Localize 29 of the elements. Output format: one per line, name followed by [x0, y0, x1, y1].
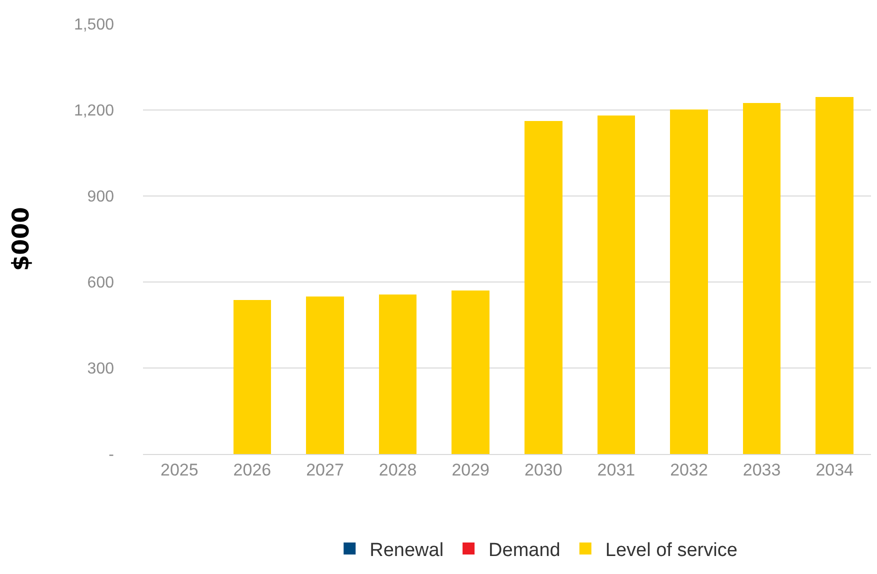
bar — [452, 290, 490, 454]
x-tick-label: 2028 — [378, 460, 417, 480]
legend-label: Renewal — [370, 540, 444, 561]
x-tick-label: 2031 — [597, 460, 636, 480]
x-tick-label: 2026 — [233, 460, 272, 480]
y-tick-label: 1,500 — [74, 16, 114, 34]
x-tick-label: 2032 — [670, 460, 708, 480]
bar — [742, 103, 781, 454]
x-tick-label: 2033 — [742, 460, 781, 480]
bar — [816, 97, 854, 454]
bar — [597, 116, 636, 454]
y-tick-label: - — [108, 446, 114, 464]
bar — [233, 300, 272, 454]
y-tick-label: 300 — [87, 360, 114, 378]
y-tick-label: 900 — [87, 188, 114, 206]
legend-label: Level of service — [605, 540, 738, 561]
y-tick-label: 600 — [87, 274, 114, 292]
x-tick-label: 2025 — [160, 460, 198, 480]
legend-label: Demand — [488, 540, 560, 561]
x-tick-label: 2034 — [816, 460, 854, 480]
bar — [306, 296, 344, 454]
bar — [378, 294, 417, 454]
y-axis-title: $000 — [8, 206, 34, 272]
bar — [524, 121, 562, 454]
x-tick-label: 2027 — [306, 460, 344, 480]
x-tick-label: 2029 — [452, 460, 490, 480]
y-tick-label: 1,200 — [74, 102, 114, 120]
x-tick-label: 2030 — [524, 460, 562, 480]
bar — [670, 109, 708, 454]
